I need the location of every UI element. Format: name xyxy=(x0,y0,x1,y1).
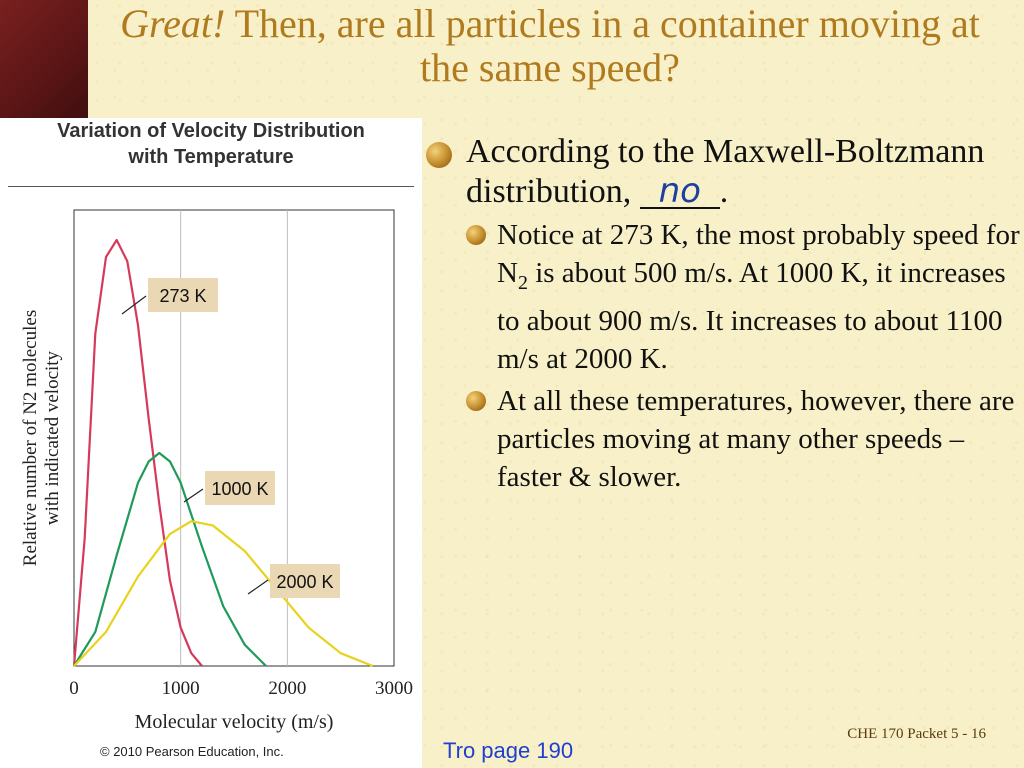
series-label: 273 K xyxy=(159,286,206,306)
x-tick-label: 0 xyxy=(69,678,79,699)
x-tick-label: 3000 xyxy=(375,678,413,699)
answer-blank: no xyxy=(639,174,720,209)
bullet-main-text: According to the Maxwell-Boltzmann distr… xyxy=(466,133,985,210)
series-label-box xyxy=(205,471,275,505)
corner-accent-block xyxy=(0,0,88,118)
y-axis-label-line2: with indicated velocity xyxy=(42,350,63,525)
sub-bullet-icon xyxy=(466,390,486,411)
footer-packet-label: CHE 170 Packet 5 - 16 xyxy=(847,726,986,742)
y-axis-label-line1: Relative number of N2 molecules xyxy=(20,310,41,566)
series-leader-line xyxy=(183,488,204,503)
x-tick-label: 1000 xyxy=(162,678,200,699)
plot-frame xyxy=(73,209,395,667)
copyright-notice: © 2010 Pearson Education, Inc. xyxy=(100,744,284,759)
bullet-main: According to the Maxwell-Boltzmann distr… xyxy=(424,132,1020,212)
sub-bullet-1: Notice at 273 K, the most probably speed… xyxy=(466,216,1020,378)
title-rest: Then, are all particles in a container m… xyxy=(225,1,980,90)
sub-bullet-1-subscript: 2 xyxy=(517,271,528,294)
sub-bullet-2-text: At all these temperatures, however, ther… xyxy=(497,384,1015,493)
bullet-icon xyxy=(426,142,452,168)
series-line-1 xyxy=(73,451,267,667)
figure-panel: Variation of Velocity Distribution with … xyxy=(0,118,422,768)
slide-title: Great! Then, are all particles in a cont… xyxy=(100,2,1000,90)
figure-title: Variation of Velocity Distribution with … xyxy=(0,118,422,170)
figure-divider xyxy=(8,186,414,187)
handwritten-answer: no xyxy=(658,171,701,211)
series-label: 2000 K xyxy=(276,572,333,592)
bullet-main-period: . xyxy=(719,173,729,210)
x-axis-label: Molecular velocity (m/s) xyxy=(135,711,334,733)
title-italic: Great! xyxy=(120,1,226,46)
series-leader-line xyxy=(121,295,147,315)
series-label: 1000 K xyxy=(211,479,268,499)
sub-bullet-1-text-b: is about 500 m/s. At 1000 K, it increase… xyxy=(497,257,1006,375)
series-leader-line xyxy=(247,579,269,595)
series-line-0 xyxy=(72,238,203,667)
figure-title-line2: with Temperature xyxy=(128,146,294,168)
velocity-distribution-chart: 0 1000 2000 3000 Molecular velocity (m/s) Rel… xyxy=(20,209,413,733)
footer-page-ref: Tro page 190 xyxy=(443,738,574,763)
sub-bullet-1-text-a: Notice at 273 K, the most probably speed… xyxy=(497,219,1020,289)
bullet-list: According to the Maxwell-Boltzmann distr… xyxy=(424,132,1020,496)
sub-bullet-icon xyxy=(466,225,486,245)
sub-bullet-2: At all these temperatures, however, ther… xyxy=(466,382,1020,496)
x-tick-label: 2000 xyxy=(268,678,306,699)
series-label-box xyxy=(270,564,340,598)
series-label-box xyxy=(148,278,218,312)
series-line-2 xyxy=(73,520,374,668)
figure-title-line1: Variation of Velocity Distribution xyxy=(57,120,365,142)
